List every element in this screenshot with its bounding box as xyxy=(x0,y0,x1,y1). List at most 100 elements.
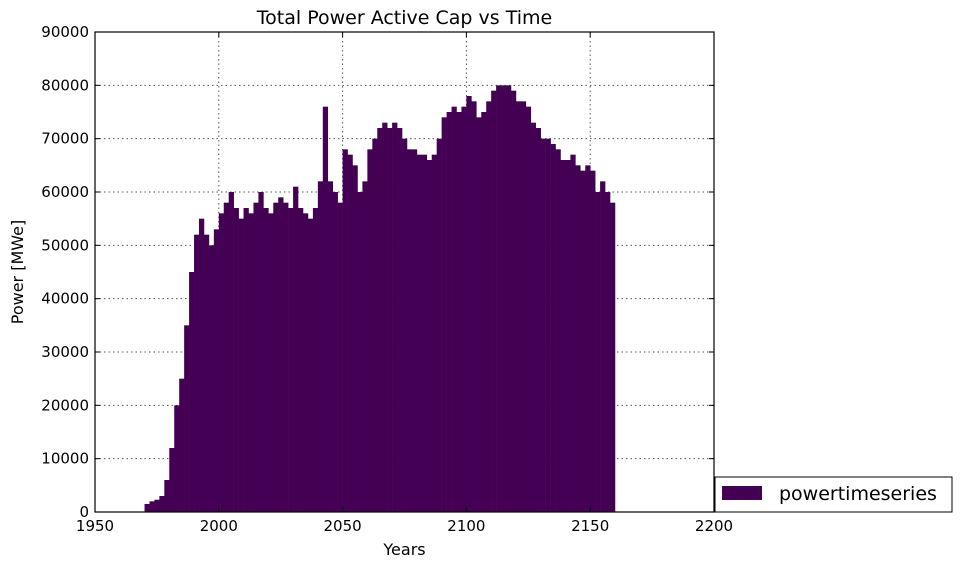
bar xyxy=(451,106,457,513)
plot-frame xyxy=(94,31,715,513)
bar xyxy=(253,202,259,512)
bar xyxy=(466,96,472,512)
y-tick-label: 60000 xyxy=(41,183,89,201)
bar xyxy=(585,165,591,513)
bar xyxy=(550,144,556,512)
bar xyxy=(228,192,234,512)
bar xyxy=(233,208,239,512)
bar xyxy=(169,448,175,512)
bar xyxy=(154,499,160,512)
bar xyxy=(446,112,452,512)
y-tick-label: 0 xyxy=(79,503,89,521)
bar xyxy=(357,192,363,512)
bar xyxy=(223,202,230,512)
axis-ticks: 1950 2000 2050 2100 2150 2200 0 10000 20000 30000… xyxy=(41,23,733,535)
bar xyxy=(218,213,225,513)
bar xyxy=(283,202,289,512)
bar xyxy=(312,208,319,512)
bar xyxy=(194,234,200,512)
bar xyxy=(203,234,210,512)
bar xyxy=(387,128,393,512)
x-axis-label: Years xyxy=(382,540,425,559)
bar xyxy=(520,101,527,512)
bar xyxy=(208,245,215,513)
y-tick-label: 50000 xyxy=(41,236,89,254)
bar xyxy=(298,208,304,512)
bar xyxy=(471,101,477,512)
x-tick-label: 2200 xyxy=(695,517,733,535)
bar xyxy=(293,186,299,512)
bar xyxy=(149,501,155,512)
bar xyxy=(367,149,373,513)
x-tick-label: 2000 xyxy=(200,517,238,535)
bar xyxy=(540,138,546,512)
bar xyxy=(610,202,616,512)
bar xyxy=(461,106,467,513)
legend-label: powertimeseries xyxy=(779,483,937,505)
bar xyxy=(302,213,309,513)
bar xyxy=(476,117,482,512)
bar xyxy=(352,165,358,513)
bar xyxy=(456,112,462,512)
bar xyxy=(342,149,348,513)
bar xyxy=(189,272,195,512)
bar xyxy=(243,208,249,512)
bar xyxy=(510,90,517,513)
y-tick-label: 20000 xyxy=(41,396,89,414)
bar xyxy=(184,325,190,512)
bar xyxy=(515,101,522,512)
bar xyxy=(555,149,561,513)
bar xyxy=(506,85,512,512)
bar xyxy=(416,154,423,512)
y-axis-label: Power [MWe] xyxy=(8,220,27,324)
bar xyxy=(213,229,220,513)
bar xyxy=(278,197,284,513)
bar xyxy=(486,101,492,512)
bar xyxy=(327,181,333,513)
bar xyxy=(198,218,205,512)
bar xyxy=(164,480,170,512)
bar xyxy=(377,128,383,512)
bar xyxy=(560,160,566,512)
y-tick-label: 80000 xyxy=(41,76,89,94)
bar xyxy=(397,128,403,512)
x-tick-label: 2050 xyxy=(324,517,362,535)
bar xyxy=(382,122,388,513)
bar xyxy=(307,218,314,512)
bar xyxy=(372,138,378,512)
bar xyxy=(570,154,576,512)
bar xyxy=(590,170,596,512)
y-tick-label: 90000 xyxy=(41,23,89,41)
bar xyxy=(565,160,571,512)
bar xyxy=(595,192,601,512)
bar xyxy=(491,90,497,513)
bar xyxy=(322,106,329,513)
legend: powertimeseries xyxy=(714,476,953,513)
y-tick-label: 30000 xyxy=(41,343,89,361)
bar xyxy=(411,149,418,513)
bar xyxy=(238,218,244,512)
bar xyxy=(288,208,294,512)
bar xyxy=(174,405,180,512)
bar xyxy=(406,149,413,513)
chart-title: Total Power Active Cap vs Time xyxy=(256,7,552,29)
y-tick-label: 10000 xyxy=(41,450,89,468)
bar xyxy=(268,213,274,513)
bar xyxy=(144,504,150,512)
bar xyxy=(332,192,338,512)
y-tick-label: 40000 xyxy=(41,290,89,308)
bar xyxy=(248,213,254,513)
bar xyxy=(317,181,324,513)
bar xyxy=(421,154,428,512)
bar xyxy=(159,496,165,512)
bar xyxy=(605,192,611,512)
bar xyxy=(535,128,541,512)
bar xyxy=(426,160,433,512)
y-tick-label: 70000 xyxy=(41,130,89,148)
bar xyxy=(600,181,606,513)
bar xyxy=(545,138,551,512)
legend-swatch xyxy=(722,486,762,500)
bar xyxy=(431,154,437,512)
bar xyxy=(392,122,398,513)
